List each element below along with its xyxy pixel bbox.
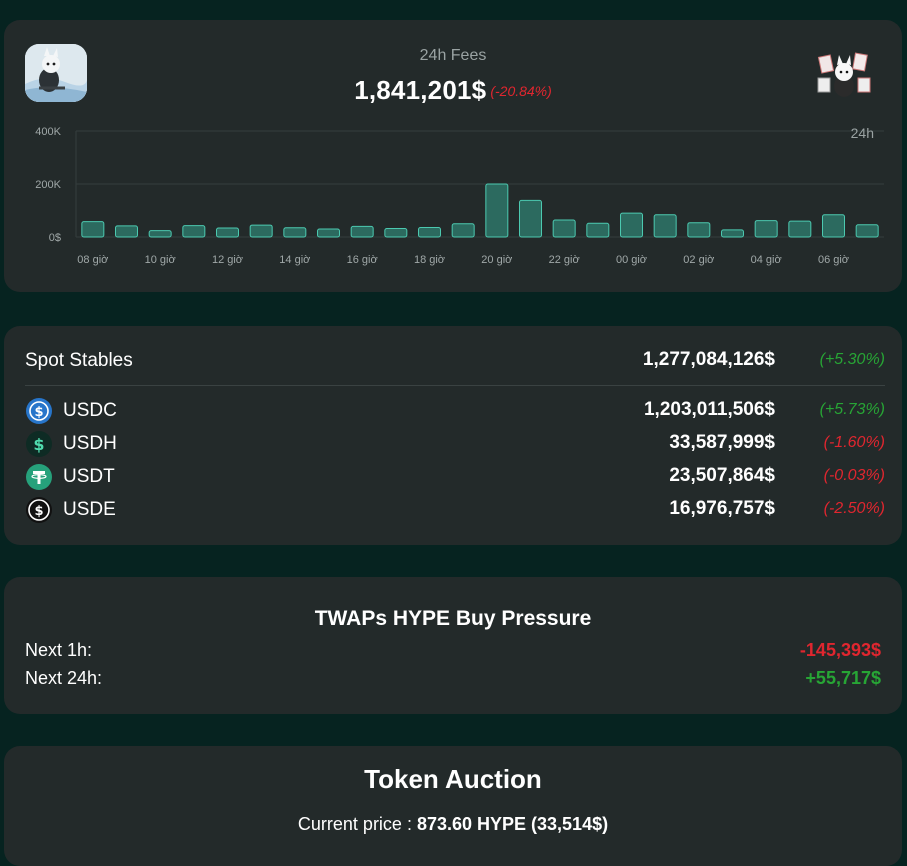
twap-label: Next 24h: xyxy=(25,668,103,688)
fees-bar-chart: 08 giờ 10 giờ 12 giờ 14 giờ 16 giờ 18 giờ 20 g… xyxy=(35,125,884,266)
svg-text:$: $ xyxy=(33,435,44,454)
twap-title: TWAPs HYPE Buy Pressure xyxy=(314,607,592,630)
fee-bar[interactable] xyxy=(451,223,475,238)
twap-value: -145,393$ xyxy=(799,640,881,660)
twap-card: TWAPs HYPE Buy Pressure Next 1h: -145,39… xyxy=(4,577,902,714)
fee-bar[interactable] xyxy=(283,227,307,238)
x-tick-label: 02 giờ xyxy=(683,254,714,266)
fee-bar[interactable] xyxy=(148,230,172,238)
fee-bar[interactable] xyxy=(485,183,509,238)
x-tick-label: 00 giờ xyxy=(616,254,647,266)
twap-row-next-24h: Next 24h: +55,717$ xyxy=(25,668,881,692)
fee-bar[interactable] xyxy=(216,227,239,238)
period-label: 24h xyxy=(851,125,874,141)
x-tick-label: 06 giờ xyxy=(818,254,849,266)
stables-total-row: Spot Stables 1,277,084,126$ (+5.30%) xyxy=(25,348,885,374)
y-tick-label: 200K xyxy=(35,179,61,191)
fee-bar[interactable] xyxy=(519,199,542,238)
stables-total-label: Spot Stables xyxy=(25,350,133,371)
fee-bar[interactable] xyxy=(384,228,408,238)
x-tick-label: 04 giờ xyxy=(751,254,782,266)
stable-amount: 16,976,757$ xyxy=(669,498,775,519)
fee-bar[interactable] xyxy=(81,221,105,238)
stable-row-usdt: USDT 23,507,864$ (-0.03%) xyxy=(25,464,885,490)
fee-bar[interactable] xyxy=(350,225,374,238)
fee-bar[interactable] xyxy=(855,224,879,238)
fee-bar[interactable] xyxy=(822,214,845,238)
x-tick-label: 12 giờ xyxy=(212,254,243,266)
fee-bar[interactable] xyxy=(418,226,441,238)
stable-row-usde: $ USDE 16,976,757$ (-2.50%) xyxy=(25,497,885,523)
auction-price-value: 873.60 HYPE (33,514$) xyxy=(416,814,609,834)
fees-change: (-20.84%) xyxy=(490,83,552,99)
token-auction-card: Token Auction Current price : 873.60 HYP… xyxy=(4,746,902,866)
fees-value: 1,841,201$ xyxy=(354,75,487,105)
stable-label: USDE xyxy=(63,499,116,520)
avatar-left-mascot-icon xyxy=(25,44,87,102)
avatar-right-mascot-icon xyxy=(816,48,872,104)
stable-change: (+5.73%) xyxy=(819,401,885,418)
x-tick-label: 16 giờ xyxy=(347,254,378,266)
stable-amount: 1,203,011,506$ xyxy=(643,399,775,420)
y-tick-label: 0$ xyxy=(49,232,61,244)
fee-bar[interactable] xyxy=(249,224,273,238)
x-tick-label: 10 giờ xyxy=(145,254,176,266)
stables-total-change: (+5.30%) xyxy=(819,351,885,368)
divider xyxy=(25,385,885,386)
fee-bar[interactable] xyxy=(182,225,206,238)
x-tick-label: 20 giờ xyxy=(481,254,512,266)
x-tick-label: 18 giờ xyxy=(414,254,445,266)
usde-icon: $ xyxy=(26,497,52,523)
auction-price-label: Current price : xyxy=(297,814,417,834)
fee-bar[interactable] xyxy=(586,222,610,238)
usdc-icon: $ xyxy=(26,398,52,424)
stable-row-usdc: $ USDC 1,203,011,506$ (+5.73%) xyxy=(25,398,885,424)
svg-text:$: $ xyxy=(34,405,43,420)
fee-bar[interactable] xyxy=(754,220,778,238)
fees-title: 24h Fees xyxy=(419,47,487,64)
fee-bar[interactable] xyxy=(620,212,643,238)
fees-card: 24h Fees 1,841,201$ (-20.84%) 08 giờ 10 gi… xyxy=(4,20,902,292)
usdt-icon xyxy=(26,464,52,490)
fee-bar[interactable] xyxy=(317,228,340,238)
fee-bar[interactable] xyxy=(653,214,677,238)
y-tick-label: 400K xyxy=(35,126,61,138)
stables-total-amount: 1,277,084,126$ xyxy=(642,349,775,370)
fee-bar[interactable] xyxy=(687,222,711,238)
twap-row-next-1h: Next 1h: -145,393$ xyxy=(25,640,881,664)
fee-bar[interactable] xyxy=(788,220,812,238)
stable-label: USDC xyxy=(63,400,117,421)
fee-bar[interactable] xyxy=(552,219,576,238)
x-tick-label: 14 giờ xyxy=(279,254,310,266)
twap-value: +55,717$ xyxy=(805,668,881,688)
fee-bar[interactable] xyxy=(115,225,138,238)
stable-row-usdh: $ USDH 33,587,999$ (-1.60%) xyxy=(25,431,885,457)
svg-text:$: $ xyxy=(34,504,43,519)
fees-value-row: 1,841,201$ (-20.84%) xyxy=(4,75,902,106)
stable-change: (-2.50%) xyxy=(823,500,885,517)
usdh-icon: $ xyxy=(26,431,52,457)
stable-label: USDT xyxy=(63,466,115,487)
x-tick-label: 08 giờ xyxy=(77,254,108,266)
stable-change: (-0.03%) xyxy=(823,467,885,484)
auction-title: Token Auction xyxy=(364,764,542,794)
stables-card: Spot Stables 1,277,084,126$ (+5.30%) $ U… xyxy=(4,326,902,545)
stable-amount: 23,507,864$ xyxy=(669,465,775,486)
stable-amount: 33,587,999$ xyxy=(669,432,775,453)
fee-bar[interactable] xyxy=(721,229,744,238)
x-tick-label: 22 giờ xyxy=(549,254,580,266)
stable-change: (-1.60%) xyxy=(823,434,885,451)
stable-label: USDH xyxy=(63,433,117,454)
twap-label: Next 1h: xyxy=(25,640,93,660)
